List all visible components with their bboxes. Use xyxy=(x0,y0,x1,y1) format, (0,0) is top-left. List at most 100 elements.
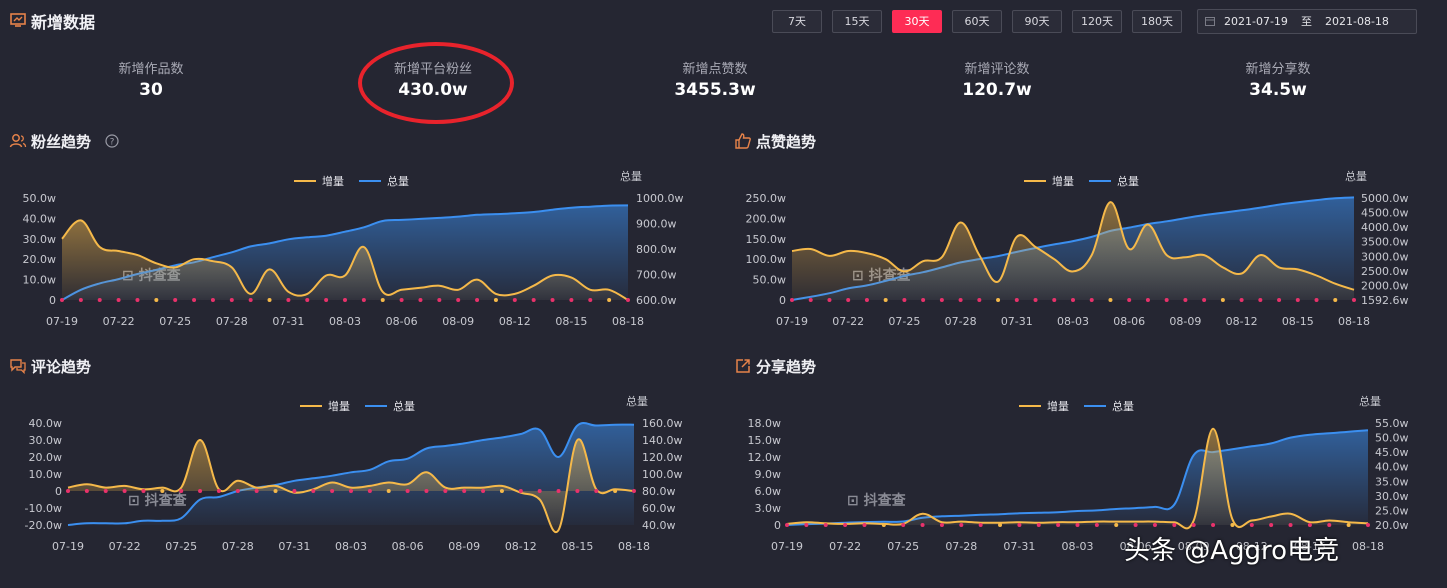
legend-total-label: 总量 xyxy=(393,399,415,413)
day-marker xyxy=(386,489,391,493)
day-marker xyxy=(254,489,259,493)
svg-text:?: ? xyxy=(110,138,115,148)
x-tick: 08-06 xyxy=(1120,540,1152,553)
day-marker xyxy=(399,298,404,302)
help-icon[interactable]: ? xyxy=(105,134,119,148)
day-marker xyxy=(569,298,574,302)
day-marker xyxy=(405,489,410,493)
date-start[interactable]: 2021-07-19 xyxy=(1224,15,1288,28)
x-tick: 08-15 xyxy=(1294,540,1326,553)
x-tick: 07-31 xyxy=(278,540,310,553)
day-marker xyxy=(97,298,102,302)
day-marker xyxy=(626,298,630,302)
data-report-icon xyxy=(10,13,26,27)
x-tick: 08-18 xyxy=(1352,540,1384,553)
day-marker xyxy=(1211,523,1216,527)
day-marker xyxy=(632,489,636,493)
day-marker xyxy=(1327,523,1332,527)
legend-increment-label: 增量 xyxy=(322,174,344,188)
x-tick: 08-03 xyxy=(329,315,361,328)
day-marker xyxy=(305,298,310,302)
date-end[interactable]: 2021-08-18 xyxy=(1325,15,1389,28)
day-marker xyxy=(1366,523,1370,527)
day-marker xyxy=(862,523,867,527)
y-right-tick: 35.0w xyxy=(1375,475,1409,488)
day-marker xyxy=(324,298,329,302)
day-marker xyxy=(920,523,925,527)
day-marker xyxy=(827,298,832,302)
day-marker xyxy=(902,298,907,302)
day-marker xyxy=(179,489,184,493)
range-90-days-button[interactable]: 90天 xyxy=(1012,10,1062,33)
day-marker xyxy=(267,298,272,302)
day-marker xyxy=(418,298,423,302)
y-right-tick: 160.0w xyxy=(642,417,683,430)
stat-value: 120.7w xyxy=(962,80,1032,100)
likes-trend-title: 点赞趋势 xyxy=(756,133,817,151)
legend-increment-label: 增量 xyxy=(1047,399,1069,413)
day-marker xyxy=(996,298,1001,302)
day-marker xyxy=(921,298,926,302)
y-right-tick: 40.0w xyxy=(642,519,676,532)
y-right-tick: 3000.0w xyxy=(1361,250,1409,263)
day-marker xyxy=(1307,523,1312,527)
x-tick: 08-15 xyxy=(1282,315,1314,328)
x-tick: 07-19 xyxy=(52,540,84,553)
y-right-tick: 60.0w xyxy=(642,502,676,515)
range-120-days-button[interactable]: 120天 xyxy=(1072,10,1122,33)
x-tick: 07-25 xyxy=(888,315,920,328)
right-axis-title: 总量 xyxy=(620,169,642,183)
day-marker xyxy=(1258,298,1263,302)
increment-series-area xyxy=(62,220,628,300)
date-separator: 至 xyxy=(1301,15,1312,28)
y-left-tick: 250.0w xyxy=(746,192,787,205)
day-marker xyxy=(613,489,618,493)
range-60-days-button[interactable]: 60天 xyxy=(952,10,1002,33)
stat-new-comments: 新增评论数 120.7w xyxy=(897,58,1097,100)
y-right-tick: 80.0w xyxy=(642,485,676,498)
range-7-days-button[interactable]: 7天 xyxy=(772,10,822,33)
range-30-days-button[interactable]: 30天 xyxy=(892,10,942,33)
date-range-picker[interactable]: 2021-07-19 至 2021-08-18 xyxy=(1197,9,1417,34)
day-marker xyxy=(292,489,297,493)
day-marker xyxy=(1288,523,1293,527)
day-marker xyxy=(248,298,253,302)
right-axis-title: 总量 xyxy=(626,394,648,408)
day-marker xyxy=(481,489,486,493)
legend-increment-label: 增量 xyxy=(1052,174,1074,188)
day-marker xyxy=(135,298,140,302)
day-marker xyxy=(881,523,886,527)
day-marker xyxy=(978,523,983,527)
y-right-tick: 120.0w xyxy=(642,451,683,464)
y-left-tick: 150.0w xyxy=(746,233,787,246)
x-tick: 08-06 xyxy=(386,315,418,328)
total-series-area xyxy=(68,423,634,525)
day-marker xyxy=(998,523,1003,527)
x-tick: 08-03 xyxy=(1057,315,1089,328)
day-marker xyxy=(1269,523,1274,527)
x-tick: 07-28 xyxy=(222,540,254,553)
annotation-circle xyxy=(358,42,514,124)
day-marker xyxy=(122,489,127,493)
x-tick: 07-25 xyxy=(887,540,919,553)
y-right-tick: 600.0w xyxy=(636,294,677,307)
x-tick: 07-19 xyxy=(46,315,78,328)
stat-new-works: 新增作品数 30 xyxy=(51,58,251,100)
legend-total-label: 总量 xyxy=(1112,399,1134,413)
y-left-tick: 15.0w xyxy=(748,434,782,447)
range-15-days-button[interactable]: 15天 xyxy=(832,10,882,33)
increment-series-line xyxy=(61,219,629,301)
y-right-tick: 700.0w xyxy=(636,269,677,282)
y-left-tick: 12.0w xyxy=(748,451,782,464)
x-tick: 07-22 xyxy=(832,315,864,328)
day-marker xyxy=(537,489,542,493)
day-marker xyxy=(883,298,888,302)
day-marker xyxy=(1230,523,1235,527)
footer-watermark: 头条 @Aggro电竞 xyxy=(1124,536,1340,566)
comments-trend-chart: 增量 总量 总量 -20.0w -10.0w 0 10.0w 20.0w 30.0w 40.0w 4… xyxy=(25,394,683,553)
stat-label: 新增分享数 xyxy=(1245,62,1311,77)
day-marker xyxy=(349,489,353,493)
range-180-days-button[interactable]: 180天 xyxy=(1132,10,1182,33)
x-tick: 08-12 xyxy=(1226,315,1258,328)
x-tick: 08-12 xyxy=(505,540,537,553)
